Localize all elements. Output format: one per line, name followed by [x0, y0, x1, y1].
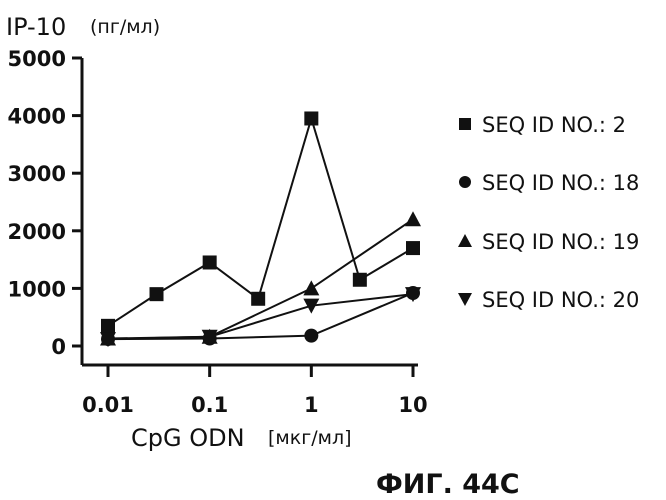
x-tick-label: 0.01	[82, 393, 134, 417]
y-axis-title: IP-10	[6, 13, 66, 41]
data-point	[304, 111, 318, 125]
figure-caption: ФИГ. 44C	[376, 469, 520, 500]
data-point	[150, 287, 164, 301]
legend-marker	[459, 176, 471, 188]
legend-marker	[458, 293, 472, 306]
data-point	[203, 255, 217, 269]
x-tick-label: 0.1	[191, 393, 228, 417]
x-axis-unit: [мкг/мл]	[268, 427, 352, 449]
y-tick-label: 4000	[8, 105, 66, 129]
y-tick-label: 3000	[8, 162, 66, 186]
x-tick-label: 10	[398, 393, 427, 417]
x-tick-label: 1	[304, 393, 319, 417]
data-point	[353, 273, 367, 287]
x-ticks: 0.01 0.1 1 10	[82, 365, 428, 417]
legend-label: SEQ ID NO.: 20	[482, 288, 639, 312]
data-point	[303, 299, 319, 314]
data-point	[303, 280, 319, 295]
legend-item: SEQ ID NO.: 18	[459, 171, 639, 195]
series-3	[100, 211, 421, 345]
legend-marker	[459, 118, 471, 130]
legend-label: SEQ ID NO.: 18	[482, 171, 639, 195]
x-axis-title: CpG ODN	[131, 424, 245, 452]
legend-item: SEQ ID NO.: 2	[459, 113, 626, 137]
y-tick-label: 1000	[8, 277, 66, 301]
y-axis-unit: (пг/мл)	[90, 16, 160, 38]
data-point	[405, 211, 421, 226]
legend-item: SEQ ID NO.: 19	[458, 230, 639, 254]
series-layer	[100, 111, 421, 347]
legend-marker	[458, 234, 472, 247]
y-ticks: 0 1000 2000 3000 4000 5000	[8, 47, 82, 359]
data-point	[406, 241, 420, 255]
legend: SEQ ID NO.: 2 SEQ ID NO.: 18 SEQ ID NO.: 1…	[458, 113, 639, 312]
legend-label: SEQ ID NO.: 19	[482, 230, 639, 254]
y-tick-label: 5000	[8, 47, 66, 71]
y-tick-label: 2000	[8, 220, 66, 244]
data-point	[251, 292, 265, 306]
legend-label: SEQ ID NO.: 2	[482, 113, 626, 137]
legend-item: SEQ ID NO.: 20	[458, 288, 639, 312]
data-point	[304, 329, 318, 343]
y-tick-label: 0	[51, 335, 66, 359]
